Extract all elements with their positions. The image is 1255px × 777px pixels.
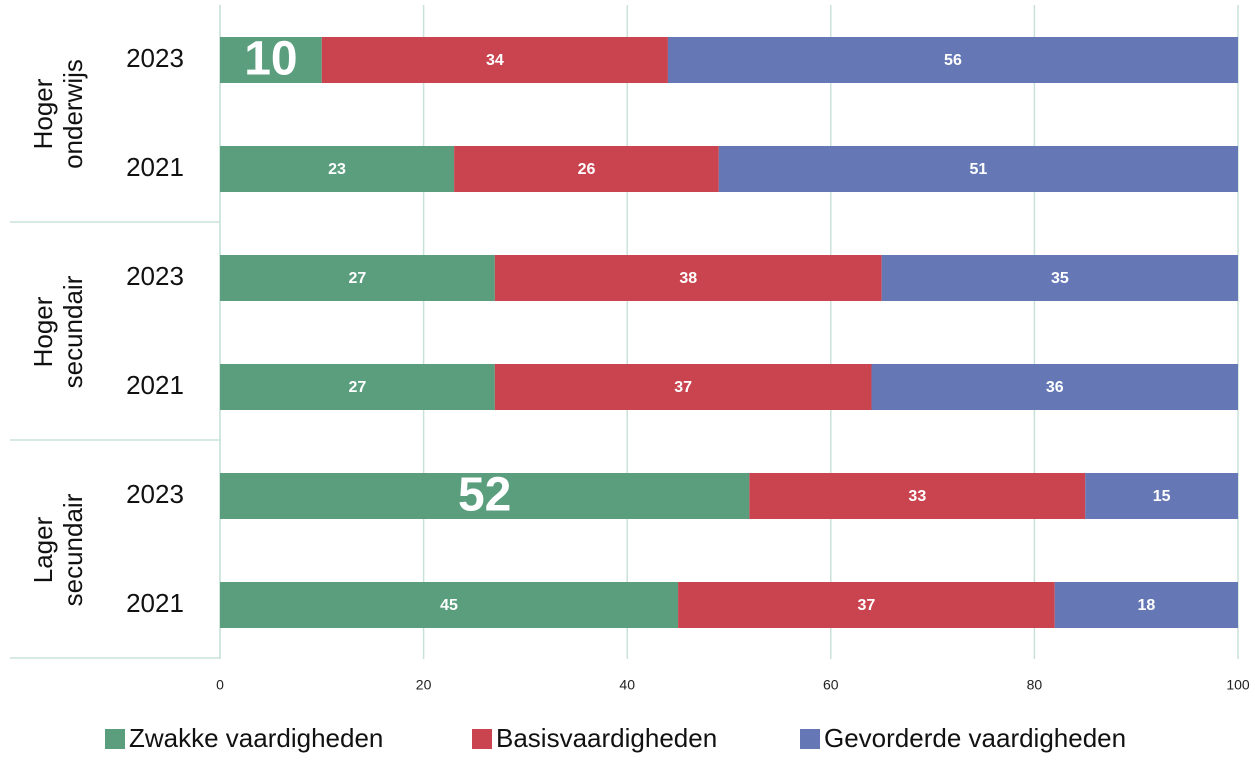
y-tick-label: 2021 [126, 370, 184, 400]
x-tick-label: 60 [823, 677, 839, 693]
group-label: secundair [58, 493, 88, 606]
y-tick-label: 2021 [126, 152, 184, 182]
data-label: 52 [458, 469, 511, 522]
x-tick-label: 100 [1226, 677, 1250, 693]
data-label: 27 [349, 270, 367, 287]
bar-segment [494, 364, 872, 410]
bar-segment [321, 37, 668, 83]
bar-segment [494, 255, 882, 301]
bar-segment [871, 364, 1238, 410]
group-label: Hoger [28, 296, 58, 367]
data-label: 56 [944, 52, 962, 69]
bar-segment [749, 473, 1086, 519]
data-label: 37 [674, 379, 692, 396]
data-label: 33 [908, 488, 926, 505]
data-label: 15 [1153, 488, 1171, 505]
bar-segment [220, 37, 322, 83]
legend-swatch [472, 729, 492, 749]
data-label: 37 [858, 597, 876, 614]
group-label: onderwijs [58, 59, 88, 169]
bar-segment [1054, 582, 1238, 628]
y-tick-label: 2023 [126, 43, 184, 73]
group-label: secundair [58, 275, 88, 388]
y-tick-label: 2023 [126, 261, 184, 291]
bar-segment [220, 146, 455, 192]
bar-segment [667, 37, 1238, 83]
bar-segment [1085, 473, 1238, 519]
legend-swatch [800, 729, 820, 749]
data-label: 18 [1137, 597, 1155, 614]
x-tick-label: 20 [416, 677, 432, 693]
group-label: Lager [28, 516, 58, 583]
data-label: 23 [328, 161, 346, 178]
legend-label: Zwakke vaardigheden [129, 723, 383, 753]
data-label: 27 [349, 379, 367, 396]
data-label: 38 [679, 270, 697, 287]
y-tick-label: 2021 [126, 588, 184, 618]
x-tick-label: 40 [619, 677, 635, 693]
data-label: 26 [578, 161, 596, 178]
legend-label: Basisvaardigheden [496, 723, 717, 753]
x-tick-label: 0 [216, 677, 224, 693]
bar-segment [220, 582, 679, 628]
y-tick-label: 2023 [126, 479, 184, 509]
bar-segment [220, 364, 495, 410]
data-label: 36 [1046, 379, 1064, 396]
data-label: 45 [440, 597, 458, 614]
data-label: 35 [1051, 270, 1069, 287]
bar-segment [881, 255, 1238, 301]
data-label: 10 [244, 33, 297, 86]
bar-segment [220, 255, 495, 301]
data-label: 34 [486, 52, 504, 69]
data-label: 51 [970, 161, 988, 178]
bar-segment [220, 473, 750, 519]
legend-swatch [105, 729, 125, 749]
bar-segment [718, 146, 1238, 192]
legend-label: Gevorderde vaardigheden [824, 723, 1126, 753]
bar-segment [454, 146, 719, 192]
x-tick-label: 80 [1027, 677, 1043, 693]
bar-segment [678, 582, 1055, 628]
group-label: Hoger [28, 78, 58, 149]
